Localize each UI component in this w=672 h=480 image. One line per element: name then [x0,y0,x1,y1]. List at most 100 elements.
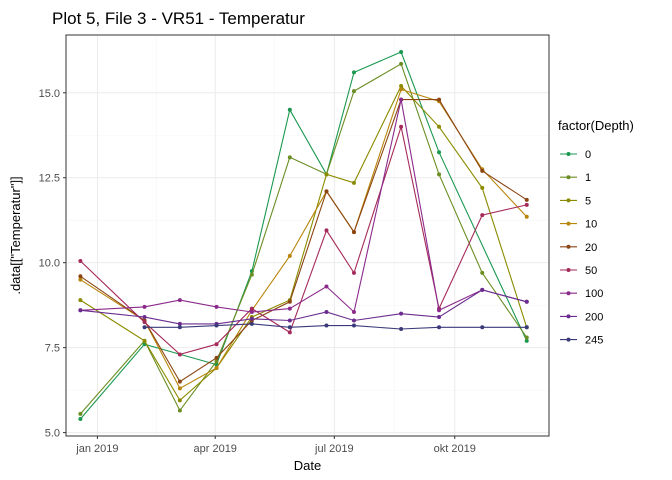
data-point [177,398,182,403]
legend-key-point [566,221,571,226]
data-point [324,172,329,177]
series-line-5 [80,85,528,402]
data-point [177,321,182,326]
data-point [78,258,83,263]
data-point [142,315,147,320]
data-point [177,386,182,391]
series-245 [142,321,529,331]
data-point [437,308,442,313]
x-axis-title: Date [294,458,321,473]
legend-key-point [566,244,571,249]
panel-border [65,34,550,437]
data-point [287,325,292,330]
plot-panel [66,35,549,436]
data-point [480,287,485,292]
data-point [177,298,182,303]
data-point [351,270,356,275]
data-point [437,315,442,320]
legend-item-245: 245 [560,335,603,347]
data-point [399,311,404,316]
data-point [324,189,329,194]
data-point [142,304,147,309]
data-point [437,150,442,155]
legend-label: 10 [585,219,597,231]
data-point [524,214,529,219]
legend-label: 50 [585,265,597,277]
data-point [78,298,83,303]
legend-label: 200 [585,311,603,323]
legend-key-point [566,337,571,342]
legend-label: 1 [585,172,591,184]
data-point [351,318,356,323]
data-point [142,320,147,325]
x-tick-label: jul 2019 [314,443,354,455]
data-point [287,299,292,304]
data-point [351,230,356,235]
data-point [214,366,219,371]
data-point [249,306,254,311]
legend-key-point [566,314,571,319]
data-point [399,87,404,92]
x-tick-label: okt 2019 [434,443,476,455]
data-point [524,335,529,340]
legend-key-point [566,291,571,296]
data-point [249,272,254,277]
data-point [177,408,182,413]
data-point [324,323,329,328]
y-tick-label: 10.0 [39,258,60,270]
data-point [78,274,83,279]
legend-item-100: 100 [560,288,603,300]
series-line-20 [80,99,527,383]
y-axis-title: .data[["Temperatur"]] [8,176,23,294]
data-point [324,309,329,314]
data-point [351,70,356,75]
data-point [142,338,147,343]
data-point [287,306,292,311]
data-point [524,299,529,304]
series-line-1 [79,63,528,415]
data-point [78,417,83,422]
data-point [249,309,254,314]
data-point [78,277,83,282]
data-point [177,379,182,384]
data-point [399,326,404,331]
data-point [524,338,529,343]
data-point [142,325,147,330]
data-point [214,342,219,347]
legend-label: 100 [585,288,603,300]
chart-title: Plot 5, File 3 - VR51 - Temperatur [52,9,305,28]
legend-label: 0 [585,149,591,161]
data-point [480,270,485,275]
legend-title: factor(Depth) [558,118,634,133]
data-point [351,323,356,328]
data-point [287,253,292,258]
series-layer [78,49,529,422]
data-point [287,330,292,335]
data-point [78,308,83,313]
y-tick-label: 5.0 [45,428,60,440]
data-point [399,61,404,66]
data-point [177,352,182,357]
legend-item-20: 20 [560,242,597,254]
series-line-100 [80,99,527,314]
data-point [437,97,442,102]
data-point [214,359,219,364]
data-point [177,325,182,330]
legend-item-50: 50 [560,265,597,277]
data-point [480,185,485,190]
legend-item-10: 10 [560,219,597,231]
data-point [524,202,529,207]
data-point [437,172,442,177]
data-point [399,124,404,129]
data-point [249,316,254,321]
legend-key-point [566,198,571,203]
data-point [214,355,219,360]
data-point [287,155,292,160]
legend-item-1: 1 [560,172,591,184]
data-point [399,97,404,102]
x-tick-label: apr 2019 [194,443,237,455]
data-point [287,318,292,323]
series-line-50 [80,124,527,356]
axis-ticks: 5.0 7.5 10.0 12.5 15.0 jan 2019 apr 2019 jul 20… [39,88,476,455]
